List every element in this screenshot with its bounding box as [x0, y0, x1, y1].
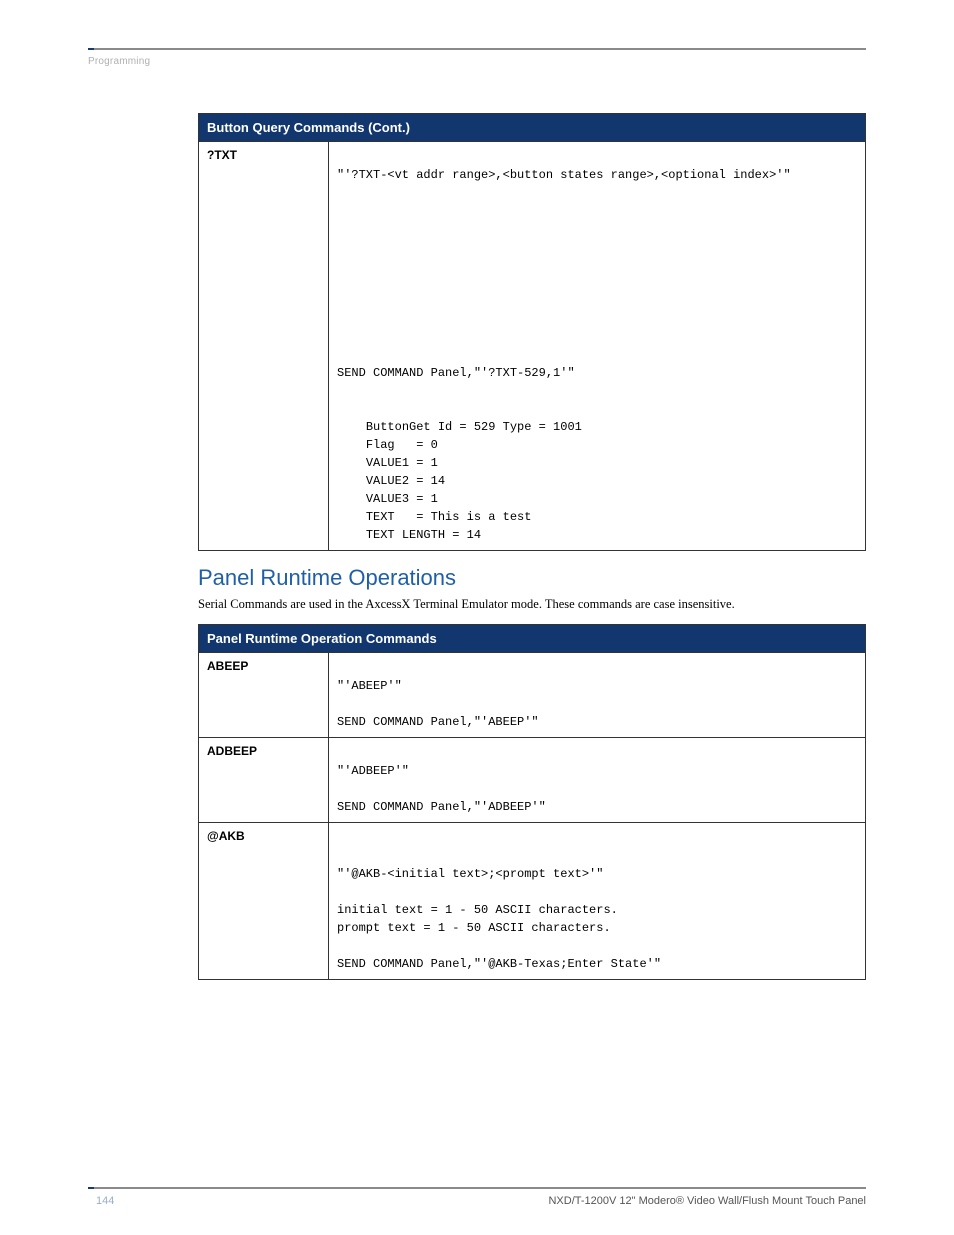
abeep-block: "'ABEEP'" SEND COMMAND Panel,"'ABEEP'": [337, 659, 857, 731]
cmd-label-akb: @AKB: [199, 823, 329, 980]
syntax-line: "'?TXT-<vt addr range>,<button states ra…: [337, 148, 857, 544]
cmd-body-abeep: "'ABEEP'" SEND COMMAND Panel,"'ABEEP'": [329, 653, 866, 738]
table1-title: Button Query Commands (Cont.): [199, 114, 866, 142]
footer-row: 144 NXD/T-1200V 12" Modero® Video Wall/F…: [88, 1195, 866, 1207]
page-container: Programming Button Query Commands (Cont.…: [0, 0, 954, 1235]
header-rule: [88, 48, 866, 50]
section-heading: Panel Runtime Operations: [198, 565, 866, 591]
section-intro: Serial Commands are used in the AxcessX …: [198, 597, 866, 612]
footer-rule: [88, 1187, 866, 1189]
footer-rule-accent: [88, 1187, 94, 1189]
cmd-label-abeep: ABEEP: [199, 653, 329, 738]
cmd-label-txt: ?TXT: [199, 142, 329, 551]
cmd-body-txt: "'?TXT-<vt addr range>,<button states ra…: [329, 142, 866, 551]
table2-title: Panel Runtime Operation Commands: [199, 625, 866, 653]
table-row: ADBEEP "'ADBEEP'" SEND COMMAND Panel,"'A…: [199, 738, 866, 823]
akb-block: "'@AKB-<initial text>;<prompt text>'" in…: [337, 829, 857, 973]
adbeep-block: "'ADBEEP'" SEND COMMAND Panel,"'ADBEEP'": [337, 744, 857, 816]
cmd-body-akb: "'@AKB-<initial text>;<prompt text>'" in…: [329, 823, 866, 980]
table-row: @AKB "'@AKB-<initial text>;<prompt text>…: [199, 823, 866, 980]
section-label: Programming: [88, 56, 866, 67]
cmd-label-adbeep: ADBEEP: [199, 738, 329, 823]
footer: 144 NXD/T-1200V 12" Modero® Video Wall/F…: [88, 1187, 866, 1207]
panel-runtime-table: Panel Runtime Operation Commands ABEEP "…: [198, 624, 866, 980]
footer-doc-title: NXD/T-1200V 12" Modero® Video Wall/Flush…: [548, 1195, 866, 1207]
table-row: ?TXT "'?TXT-<vt addr range>,<button stat…: [199, 142, 866, 551]
cmd-body-adbeep: "'ADBEEP'" SEND COMMAND Panel,"'ADBEEP'": [329, 738, 866, 823]
button-query-table: Button Query Commands (Cont.) ?TXT "'?TX…: [198, 113, 866, 551]
header-rule-accent: [88, 48, 94, 50]
table-row: ABEEP "'ABEEP'" SEND COMMAND Panel,"'ABE…: [199, 653, 866, 738]
page-number: 144: [88, 1195, 114, 1207]
